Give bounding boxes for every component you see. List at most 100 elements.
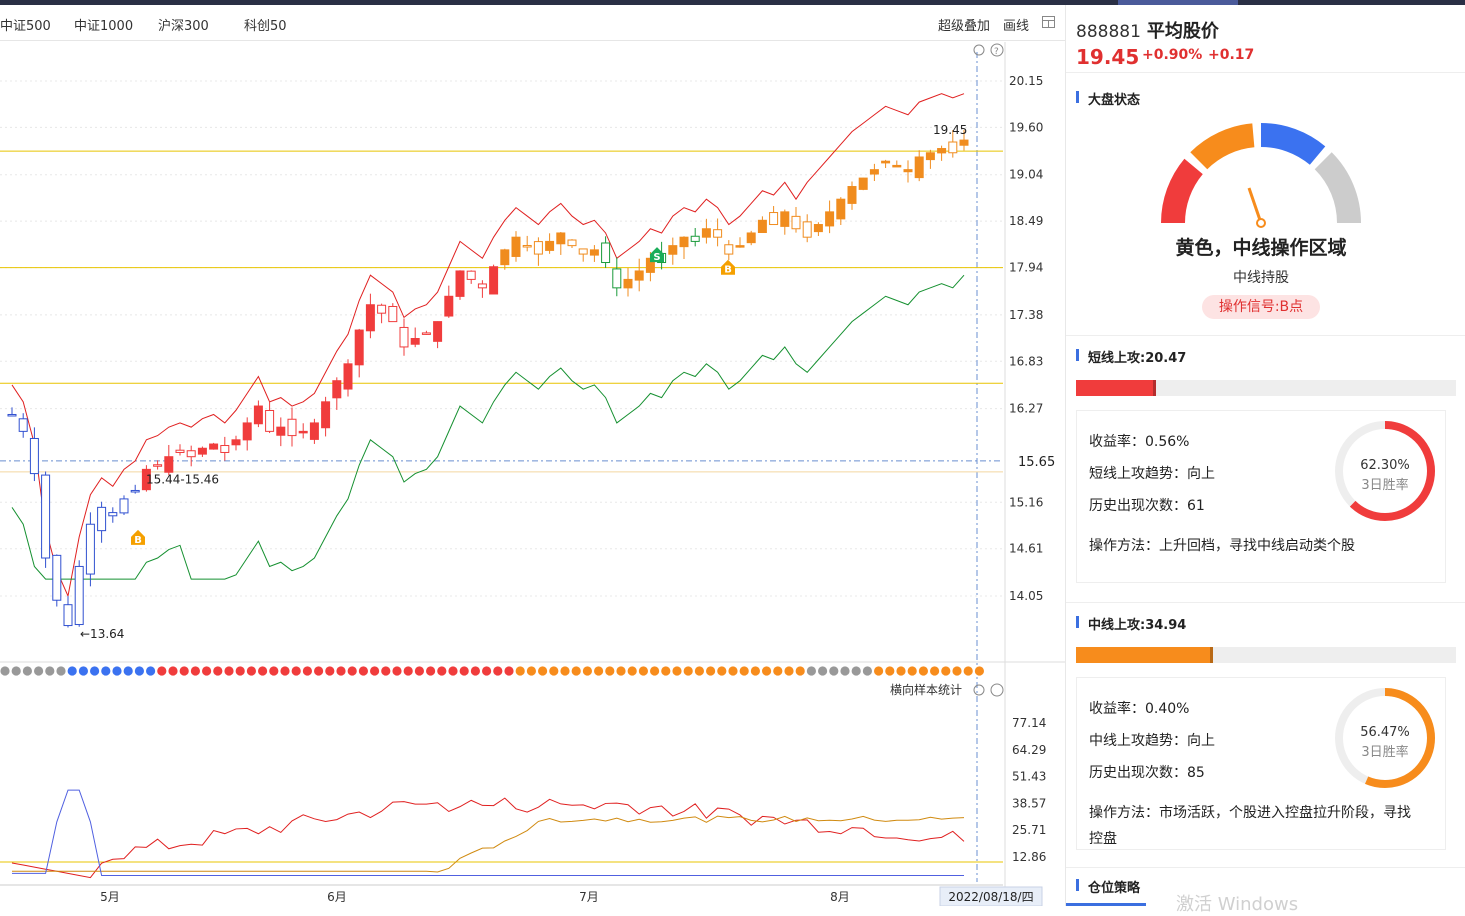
current-price-label: 15.65 bbox=[1018, 455, 1055, 470]
stock-header: 888881 平均股价 bbox=[1076, 17, 1219, 43]
candle-body bbox=[466, 270, 476, 280]
candle-body bbox=[287, 418, 297, 437]
candle-body bbox=[74, 565, 84, 626]
layout-grid-icon[interactable] bbox=[1042, 16, 1055, 28]
status-dot bbox=[34, 666, 44, 676]
candle-body bbox=[825, 211, 835, 227]
mid-return: 收益率：0.40% bbox=[1089, 701, 1190, 717]
candle-body bbox=[668, 245, 678, 255]
stock-code: 888881 bbox=[1076, 22, 1141, 42]
settings-icon bbox=[973, 44, 985, 56]
right-panel: 888881 平均股价 19.45 +0.90% +0.17 大盘状态 黄色，中线… bbox=[1065, 5, 1465, 915]
candle-body bbox=[612, 268, 622, 289]
candle-body bbox=[869, 169, 879, 175]
tab-hs300[interactable]: 沪深300 bbox=[158, 19, 209, 34]
support-resistance-lines bbox=[0, 150, 1003, 473]
signal-marker-label: B bbox=[724, 265, 732, 276]
windows-watermark: 激活 Windows bbox=[1176, 894, 1299, 915]
short-attack-bar bbox=[1076, 380, 1456, 396]
status-dot bbox=[874, 666, 884, 676]
candle-body bbox=[623, 278, 633, 289]
status-dot bbox=[67, 666, 77, 676]
stock-change-pct: +0.90% bbox=[1142, 47, 1203, 63]
candle-body bbox=[925, 152, 935, 161]
status-dot bbox=[795, 666, 805, 676]
gauge-segment bbox=[1161, 158, 1204, 224]
indicator-tick-label: 51.43 bbox=[1012, 770, 1046, 784]
candle-body bbox=[522, 244, 532, 248]
status-dot bbox=[504, 666, 514, 676]
status-dot bbox=[672, 666, 682, 676]
mid-trend: 中线上攻趋势：向上 bbox=[1089, 733, 1215, 749]
status-dot bbox=[538, 666, 548, 676]
status-dot bbox=[90, 666, 100, 676]
indicator-tick-label: 12.86 bbox=[1012, 850, 1046, 864]
candle-body bbox=[141, 468, 151, 491]
status-dot bbox=[694, 666, 705, 676]
price-tick-label: 17.94 bbox=[1009, 261, 1043, 275]
status-dot bbox=[112, 666, 122, 676]
status-dot bbox=[370, 666, 380, 676]
price-tick-label: 14.61 bbox=[1009, 542, 1043, 556]
candle-body bbox=[321, 401, 331, 429]
price-tick-label: 16.27 bbox=[1009, 402, 1043, 416]
status-dot bbox=[907, 666, 917, 676]
candle-body bbox=[444, 295, 454, 317]
status-dot bbox=[269, 666, 279, 676]
status-dot bbox=[661, 666, 671, 676]
band-lines bbox=[11, 93, 965, 598]
status-dot bbox=[314, 666, 324, 676]
stock-name: 平均股价 bbox=[1146, 21, 1219, 42]
market-advice: 中线持股 bbox=[1233, 270, 1289, 286]
candle-body bbox=[433, 321, 443, 342]
status-dot bbox=[974, 666, 985, 676]
candle-body bbox=[108, 512, 118, 517]
price-tick-label: 19.04 bbox=[1009, 168, 1043, 182]
status-dot bbox=[515, 666, 525, 676]
status-dot bbox=[840, 666, 850, 676]
status-dot bbox=[650, 666, 660, 676]
indicator-tick-label: 25.71 bbox=[1012, 823, 1046, 837]
index-tab-bar: 中证500 中证1000 沪深300 科创50 超级叠加 画线 bbox=[0, 5, 1065, 41]
status-dot bbox=[683, 666, 693, 676]
mid-attack-bar bbox=[1076, 647, 1456, 663]
chart-area[interactable]: 19.45 ←13.64 15.44-15.46 B S B 20.15 19.60 19.0… bbox=[0, 42, 1065, 907]
candle-body bbox=[735, 245, 745, 248]
candle-body bbox=[769, 212, 779, 226]
stock-price: 19.45 bbox=[1076, 45, 1140, 69]
status-dot bbox=[45, 666, 55, 676]
draw-line-button[interactable]: 画线 bbox=[1003, 19, 1030, 34]
candle-body bbox=[533, 241, 543, 255]
overlay-button[interactable]: 超级叠加 bbox=[938, 19, 991, 34]
candle-body bbox=[724, 244, 734, 255]
time-axis-label: 5月 bbox=[100, 890, 120, 904]
status-dot bbox=[157, 666, 167, 676]
candle-body bbox=[265, 409, 275, 432]
candle-body bbox=[253, 405, 263, 425]
candle-body bbox=[309, 422, 319, 440]
status-dot bbox=[123, 666, 133, 676]
mid-attack-card: 收益率：0.40% 中线上攻趋势：向上 历史出现次数：85 操作方法：市场活跃，… bbox=[1076, 677, 1446, 850]
kline-chart[interactable]: 19.45 ←13.64 15.44-15.46 B S B 20.15 19.60 19.0… bbox=[0, 42, 1065, 907]
mid-winrate-ring: 56.47% 3日胜率 bbox=[1335, 688, 1435, 788]
candle-body bbox=[791, 215, 801, 230]
status-dot bbox=[426, 666, 436, 676]
tab-kc50[interactable]: 科创50 bbox=[244, 19, 287, 34]
signal-marker-icon bbox=[650, 247, 664, 263]
mid-attack-bar-fill bbox=[1076, 647, 1213, 663]
indicator-panel: 横向样本统计 77.14 64.29 51.43 38.57 25.71 12.86 bbox=[0, 682, 1046, 879]
status-dot bbox=[762, 666, 772, 676]
candle-body bbox=[343, 363, 353, 390]
candle-body bbox=[567, 239, 577, 247]
operation-signal-badge[interactable]: 操作信号:B点 bbox=[1202, 295, 1320, 319]
short-winrate-value: 62.30% bbox=[1360, 458, 1410, 473]
short-attack-card: 收益率：0.56% 短线上攻趋势：向上 历史出现次数：61 操作方法：上升回档，… bbox=[1076, 410, 1446, 583]
market-status-heading: 大盘状态 bbox=[1076, 89, 1140, 108]
stock-change-abs: +0.17 bbox=[1208, 47, 1255, 63]
candle-body bbox=[377, 304, 387, 314]
status-dot bbox=[728, 666, 738, 676]
tab-zz1000[interactable]: 中证1000 bbox=[74, 19, 134, 34]
status-dot bbox=[437, 666, 447, 676]
status-dot bbox=[605, 666, 615, 676]
tab-zz500[interactable]: 中证500 bbox=[0, 19, 51, 34]
